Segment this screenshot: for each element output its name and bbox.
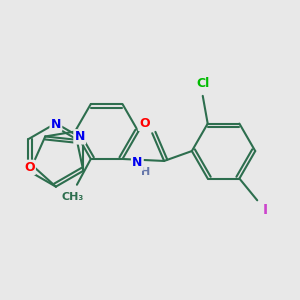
- Text: N: N: [74, 130, 85, 143]
- Text: CH₃: CH₃: [62, 192, 84, 202]
- Text: H: H: [141, 167, 150, 177]
- Text: N: N: [51, 118, 61, 131]
- Text: Cl: Cl: [196, 77, 209, 91]
- Text: N: N: [132, 156, 142, 170]
- Text: I: I: [262, 203, 268, 217]
- Text: O: O: [24, 161, 35, 174]
- Text: O: O: [139, 117, 150, 130]
